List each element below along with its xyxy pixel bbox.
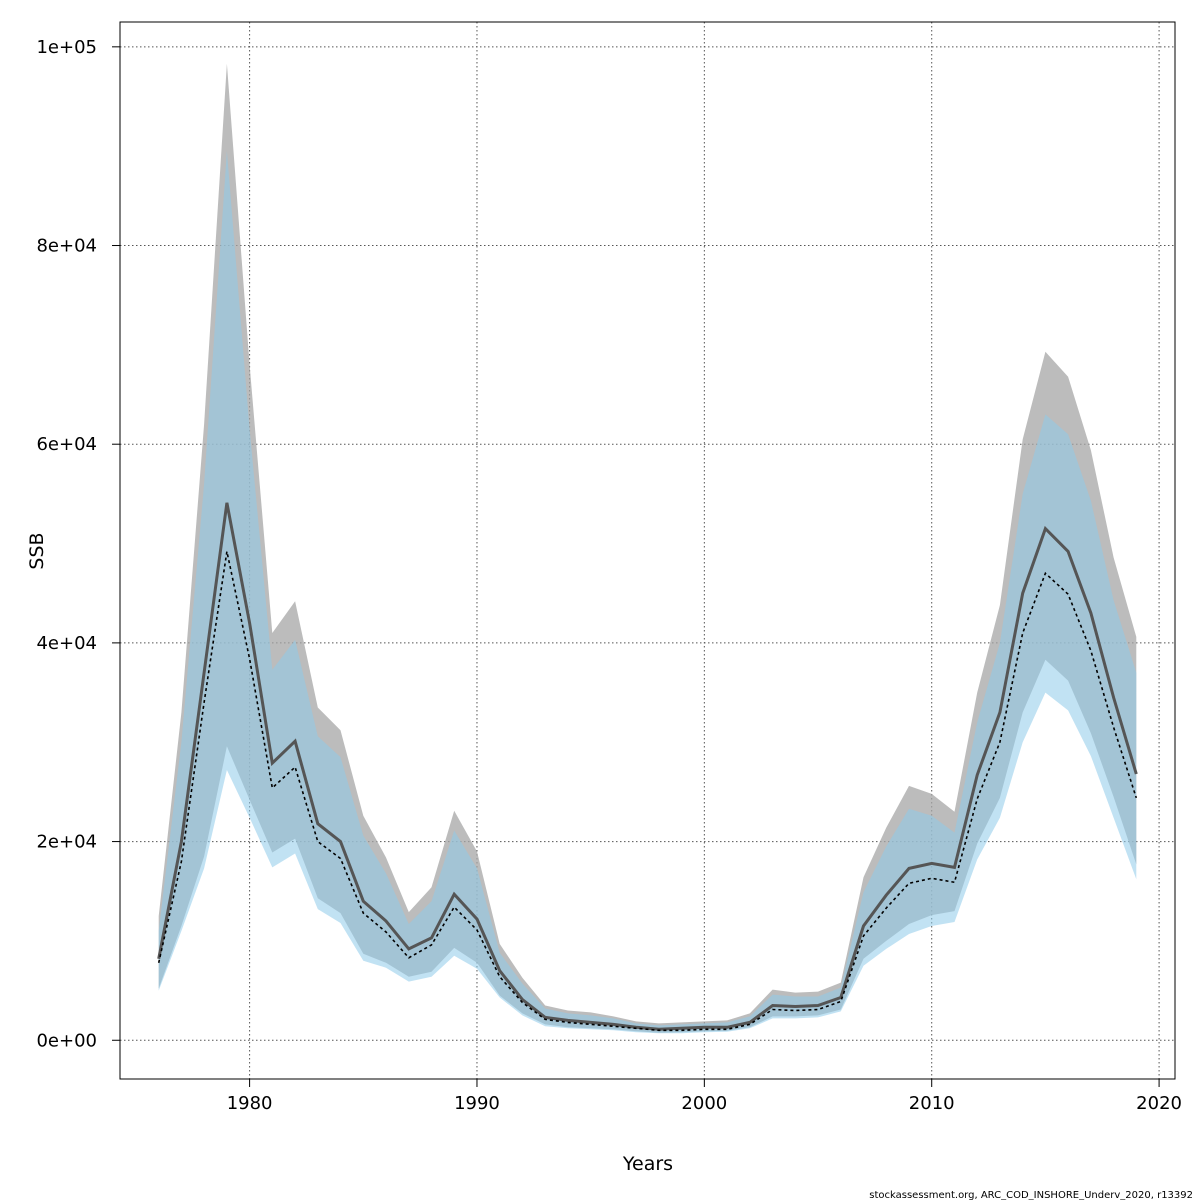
y-axis-title: SSB — [26, 532, 48, 569]
x-axis-title: Years — [622, 1153, 673, 1175]
y-tick-label: 2e+04 — [36, 832, 97, 853]
confidence-band-2 — [158, 151, 1137, 1034]
series-lines — [157, 502, 1138, 1032]
credit-text: stockassessment.org, ARC_COD_INSHORE_Und… — [869, 1190, 1193, 1200]
confidence-band-1 — [158, 63, 1137, 1033]
y-tick-label: 0e+00 — [36, 1030, 97, 1051]
y-tick-label: 8e+04 — [36, 236, 97, 257]
confidence-bands — [158, 63, 1137, 1034]
x-tick-label: 2010 — [909, 1093, 955, 1114]
y-tick-label: 6e+04 — [36, 434, 97, 455]
x-tick-label: 2000 — [681, 1093, 727, 1114]
series-line-2 — [157, 551, 1138, 1032]
y-tick-label: 4e+04 — [36, 633, 97, 654]
plot-frame — [119, 21, 1176, 1080]
y-tick-label: 1e+05 — [36, 37, 97, 58]
x-tick-label: 2020 — [1136, 1093, 1182, 1114]
series-line-1 — [157, 502, 1138, 1031]
x-tick-label: 1990 — [454, 1093, 500, 1114]
x-tick-label: 1980 — [227, 1093, 273, 1114]
x-axis: 1980 1990 2000 2010 2020 — [227, 1079, 1182, 1114]
y-axis: 0e+00 2e+04 4e+04 6e+04 8e+04 1e+05 — [36, 37, 120, 1051]
